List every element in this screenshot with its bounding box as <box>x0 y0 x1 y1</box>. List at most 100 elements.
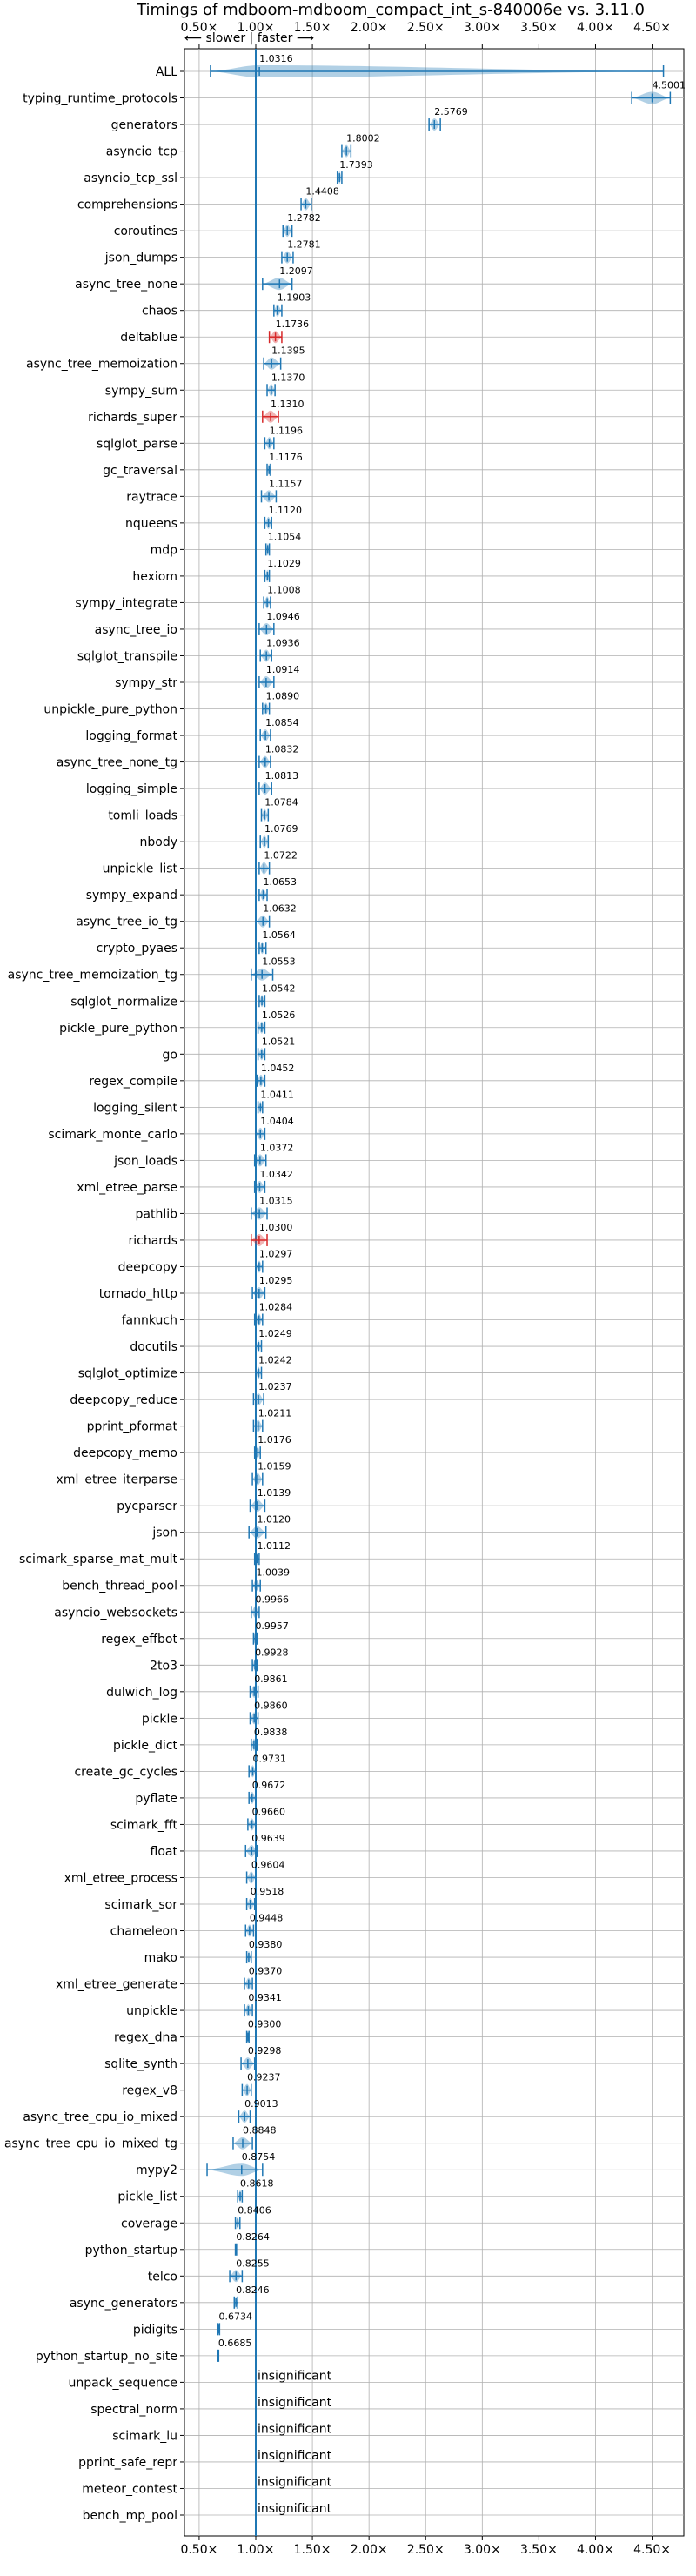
benchmark-marks: 1.0316 4.5001 2.5769 1.8002 1.7393 1.4408 1.27… <box>206 53 686 2516</box>
value-label: 0.9731 <box>252 1753 286 1764</box>
value-label: 0.9448 <box>250 1913 284 1924</box>
value-label: 0.9604 <box>251 1859 285 1870</box>
value-label: 1.2097 <box>279 265 313 277</box>
x-tick-label-bottom: 1.50× <box>294 2543 331 2557</box>
benchmark-label: logging_format <box>85 729 177 743</box>
benchmark-label: async_generators <box>70 2297 177 2311</box>
x-tick-label-top: 1.00× <box>238 21 275 35</box>
value-label: 1.2781 <box>287 239 321 251</box>
value-label: 1.0722 <box>264 850 298 862</box>
benchmark-label: dulwich_log <box>106 1686 177 1700</box>
x-tick-label-bottom: 1.00× <box>238 2543 275 2557</box>
benchmark-label: sympy_sum <box>105 384 177 398</box>
benchmark-label: pidigits <box>133 2323 177 2337</box>
benchmark-label: sqlite_synth <box>104 2057 177 2071</box>
value-label: 1.1008 <box>267 584 301 595</box>
value-label: 1.0342 <box>259 1169 293 1180</box>
value-label: 1.0297 <box>259 1248 293 1259</box>
benchmark-label: sympy_str <box>115 676 177 690</box>
value-label: 0.9928 <box>255 1647 289 1658</box>
benchmark-label: spectral_norm <box>90 2403 177 2417</box>
benchmark-label: create_gc_cycles <box>74 1765 177 1779</box>
bottom-axis: 0.50× 1.00× 1.50× 2.00× 2.50× 3.00× 3.50× 4.00×… <box>180 2536 671 2557</box>
category-axis: ALL typing_runtime_protocols generators asy… <box>4 65 184 2523</box>
value-label: 1.0854 <box>265 717 299 728</box>
value-label: 1.0832 <box>265 744 299 755</box>
value-label: 0.8618 <box>240 2178 274 2190</box>
benchmark-label: xml_etree_iterparse <box>57 1473 177 1487</box>
benchmark-label: meteor_contest <box>82 2482 177 2496</box>
benchmark-label: async_tree_io <box>95 623 177 637</box>
value-label: 0.9838 <box>254 1727 288 1738</box>
value-label: 0.9237 <box>247 2072 281 2083</box>
benchmark-label: 2to3 <box>150 1659 177 1673</box>
value-label: 1.0542 <box>262 983 296 994</box>
value-label: 0.9672 <box>252 1780 286 1791</box>
value-label: 1.0784 <box>264 797 298 808</box>
value-label: 2.5769 <box>434 106 468 117</box>
benchmark-label: unpickle_list <box>103 862 178 876</box>
benchmark-label: async_tree_memoization_tg <box>8 969 177 983</box>
value-label: 0.9966 <box>256 1593 290 1605</box>
value-label: 1.0769 <box>264 823 298 835</box>
value-label: 1.1395 <box>271 345 305 357</box>
benchmark-label: scimark_fft <box>110 1818 178 1832</box>
benchmark-label: json_loads <box>113 1154 177 1168</box>
value-label: 1.1054 <box>268 531 302 542</box>
x-tick-label-top: 0.50× <box>180 21 218 35</box>
value-label: 1.0564 <box>262 929 296 941</box>
benchmark-label: fannkuch <box>122 1314 177 1328</box>
benchmark-label: sqlglot_optimize <box>78 1367 177 1381</box>
benchmark-label: python_startup <box>85 2244 177 2257</box>
value-label: 1.0936 <box>266 637 300 648</box>
value-label: 1.0315 <box>259 1195 293 1206</box>
benchmark-label: go <box>163 1048 177 1062</box>
benchmark-label: chameleon <box>110 1925 177 1939</box>
value-label: 0.8264 <box>236 2231 270 2243</box>
benchmark-label: bench_mp_pool <box>83 2509 177 2523</box>
benchmark-label: sympy_expand <box>86 889 177 902</box>
benchmark-label: deepcopy <box>118 1260 177 1274</box>
benchmark-label: unpack_sequence <box>69 2376 177 2390</box>
benchmark-label: pickle <box>142 1712 177 1726</box>
x-tick-label-bottom: 4.00× <box>577 2543 614 2557</box>
x-tick-label-bottom: 3.50× <box>520 2543 558 2557</box>
value-label: 1.0139 <box>258 1487 291 1499</box>
value-label: 1.4408 <box>305 186 339 198</box>
value-label: 0.8406 <box>238 2204 271 2216</box>
value-label: 1.1903 <box>278 292 311 304</box>
benchmark-label: async_tree_cpu_io_mixed <box>23 2110 177 2124</box>
benchmark-label: mako <box>144 1951 177 1965</box>
benchmark-label: xml_etree_parse <box>77 1181 177 1195</box>
chart-title: Timings of mdboom-mdboom_compact_int_s-8… <box>136 1 645 19</box>
value-label: 0.8754 <box>242 2151 276 2163</box>
value-label: 1.1029 <box>267 558 301 569</box>
benchmark-label: pprint_safe_repr <box>78 2456 177 2470</box>
value-label: 0.8848 <box>243 2125 277 2137</box>
value-label: 0.9013 <box>244 2098 278 2110</box>
x-tick-label-bottom: 3.00× <box>464 2543 501 2557</box>
value-label: 1.0946 <box>266 611 300 622</box>
value-label: 1.0452 <box>261 1063 295 1074</box>
benchmark-label: logging_simple <box>86 782 177 796</box>
value-label: 0.9861 <box>254 1674 288 1685</box>
value-label: 1.7393 <box>339 159 373 171</box>
x-tick-label-top: 3.00× <box>464 21 501 35</box>
benchmark-label: bench_thread_pool <box>62 1580 177 1593</box>
value-label: 1.0653 <box>263 876 297 888</box>
value-label: 1.1310 <box>271 399 304 410</box>
value-label: 1.0300 <box>259 1222 293 1233</box>
benchmark-label: unpickle_pure_python <box>44 703 177 717</box>
insignificant-label: insignificant <box>258 2475 332 2489</box>
x-tick-label-top: 2.00× <box>351 21 388 35</box>
value-label: 1.1370 <box>271 372 305 383</box>
benchmark-label: richards <box>129 1234 178 1248</box>
benchmark-label: deltablue <box>120 331 177 345</box>
benchmark-label: scimark_lu <box>112 2429 177 2443</box>
value-label: 1.0632 <box>263 903 297 915</box>
benchmark-label: scimark_sor <box>104 1898 177 1912</box>
value-label: 1.8002 <box>346 133 380 144</box>
benchmark-label: asyncio_websockets <box>54 1606 177 1620</box>
value-label: 0.9860 <box>254 1700 288 1711</box>
value-label: 1.0813 <box>265 770 299 782</box>
